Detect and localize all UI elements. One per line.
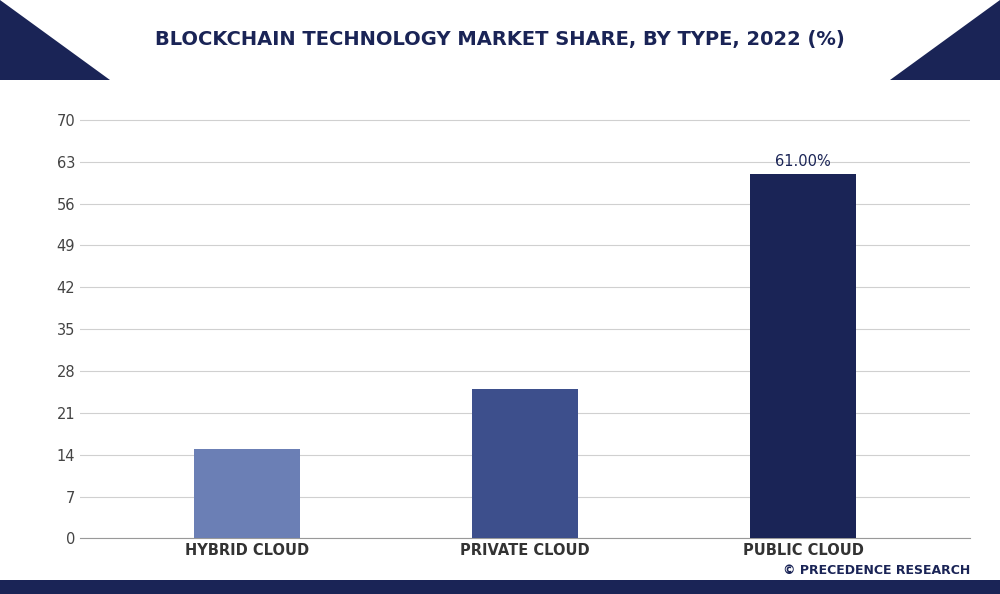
Text: © PRECEDENCE RESEARCH: © PRECEDENCE RESEARCH: [783, 564, 970, 577]
Bar: [194, 448, 300, 538]
Text: 61.00%: 61.00%: [775, 154, 831, 169]
Bar: [472, 389, 578, 538]
Bar: [750, 173, 856, 538]
Text: BLOCKCHAIN TECHNOLOGY MARKET SHARE, BY TYPE, 2022 (%): BLOCKCHAIN TECHNOLOGY MARKET SHARE, BY T…: [155, 30, 845, 49]
